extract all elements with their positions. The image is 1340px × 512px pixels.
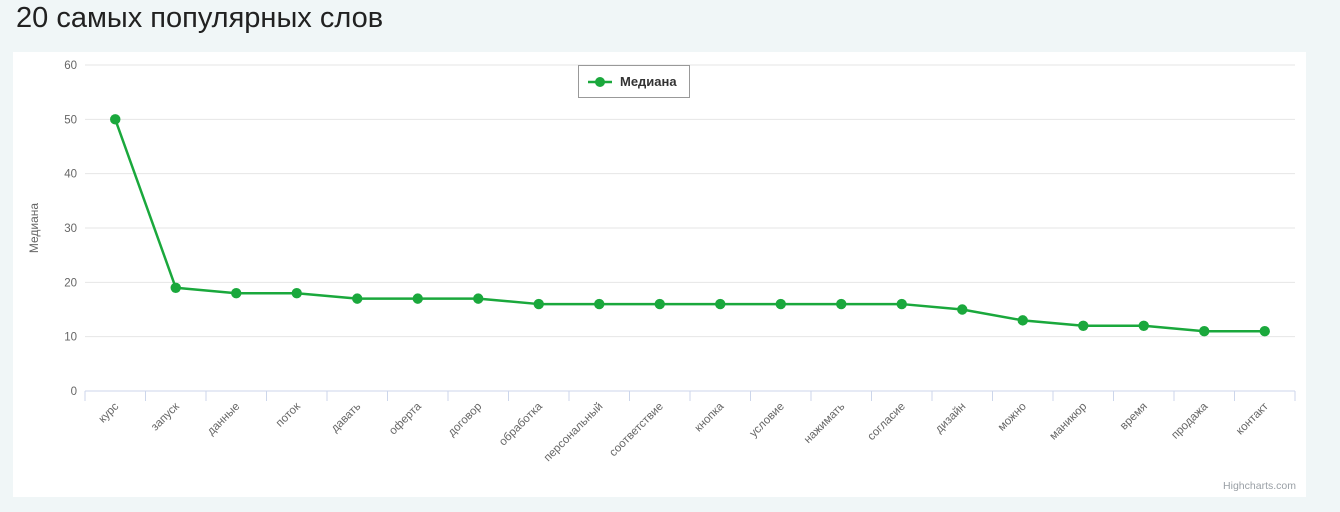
x-axis-label: данные bbox=[205, 401, 242, 438]
y-axis-label: 60 bbox=[64, 60, 77, 72]
x-axis-label: время bbox=[1118, 401, 1150, 433]
legend-label: Медиана bbox=[620, 74, 677, 89]
x-axis-label: обработка bbox=[497, 400, 545, 448]
data-point[interactable] bbox=[836, 298, 847, 310]
data-point[interactable] bbox=[110, 114, 121, 125]
legend-item-mediana[interactable]: Медиана bbox=[578, 65, 690, 98]
x-axis-label: дизайн bbox=[933, 401, 968, 436]
data-point[interactable] bbox=[170, 282, 181, 293]
y-axis-label: 30 bbox=[64, 223, 77, 235]
data-point[interactable] bbox=[352, 293, 363, 304]
data-point[interactable] bbox=[1199, 326, 1210, 337]
y-axis-title: Медиана bbox=[27, 203, 41, 254]
data-point[interactable] bbox=[896, 298, 907, 310]
y-axis-label: 0 bbox=[71, 386, 77, 398]
data-point[interactable] bbox=[654, 298, 665, 310]
y-axis-label: 20 bbox=[64, 277, 77, 289]
x-axis-label: персональный bbox=[542, 401, 605, 464]
data-point[interactable] bbox=[291, 288, 302, 299]
legend-circle-icon bbox=[595, 76, 605, 87]
x-axis-label: маникюр bbox=[1048, 401, 1090, 443]
data-point[interactable] bbox=[594, 298, 605, 310]
x-axis-label: запуск bbox=[149, 400, 182, 433]
data-point[interactable] bbox=[957, 304, 968, 315]
y-axis-label: 10 bbox=[64, 332, 77, 344]
data-point[interactable] bbox=[715, 298, 726, 310]
x-axis-label: можно bbox=[996, 401, 1029, 434]
x-axis-label: кнопка bbox=[693, 400, 727, 434]
data-point[interactable] bbox=[473, 293, 484, 304]
x-axis-label: поток bbox=[274, 400, 304, 430]
data-point[interactable] bbox=[1078, 320, 1089, 331]
data-point[interactable] bbox=[775, 298, 786, 310]
x-axis-label: условие bbox=[748, 401, 787, 440]
series-line bbox=[114, 118, 1265, 333]
x-axis-label: договор bbox=[446, 401, 484, 439]
x-axis-label: соответствие bbox=[607, 401, 666, 460]
x-axis-label: нажимать bbox=[802, 401, 847, 446]
legend-marker-icon bbox=[588, 76, 612, 87]
data-point[interactable] bbox=[1017, 315, 1028, 326]
x-axis-label: оферта bbox=[387, 400, 424, 437]
x-axis-label: продажа bbox=[1169, 400, 1210, 441]
chart: 0 10 20 30 40 50 60 курс запуск данные поток давать… bbox=[13, 52, 1306, 497]
y-axis-label: 50 bbox=[64, 114, 77, 126]
x-axis-label: давать bbox=[329, 401, 363, 435]
x-axis-label: согласие bbox=[866, 401, 908, 443]
data-point[interactable] bbox=[1138, 320, 1149, 331]
data-point[interactable] bbox=[412, 293, 423, 304]
x-axis-label: контакт bbox=[1234, 400, 1271, 437]
data-point[interactable] bbox=[231, 288, 242, 299]
data-point[interactable] bbox=[533, 298, 544, 310]
plot-canvas: 0 10 20 30 40 50 60 курс запуск данные поток давать… bbox=[27, 60, 1296, 464]
data-point[interactable] bbox=[1259, 326, 1270, 337]
x-axis-label: курс bbox=[97, 400, 122, 425]
page-title: 20 самых популярных слов bbox=[16, 2, 384, 34]
y-axis-label: 40 bbox=[64, 169, 77, 181]
highcharts-credits-link[interactable]: Highcharts.com bbox=[1223, 480, 1296, 492]
